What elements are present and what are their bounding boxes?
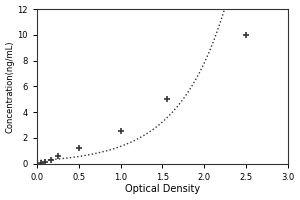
Y-axis label: Concentration(ng/mL): Concentration(ng/mL) xyxy=(6,40,15,133)
X-axis label: Optical Density: Optical Density xyxy=(125,184,200,194)
